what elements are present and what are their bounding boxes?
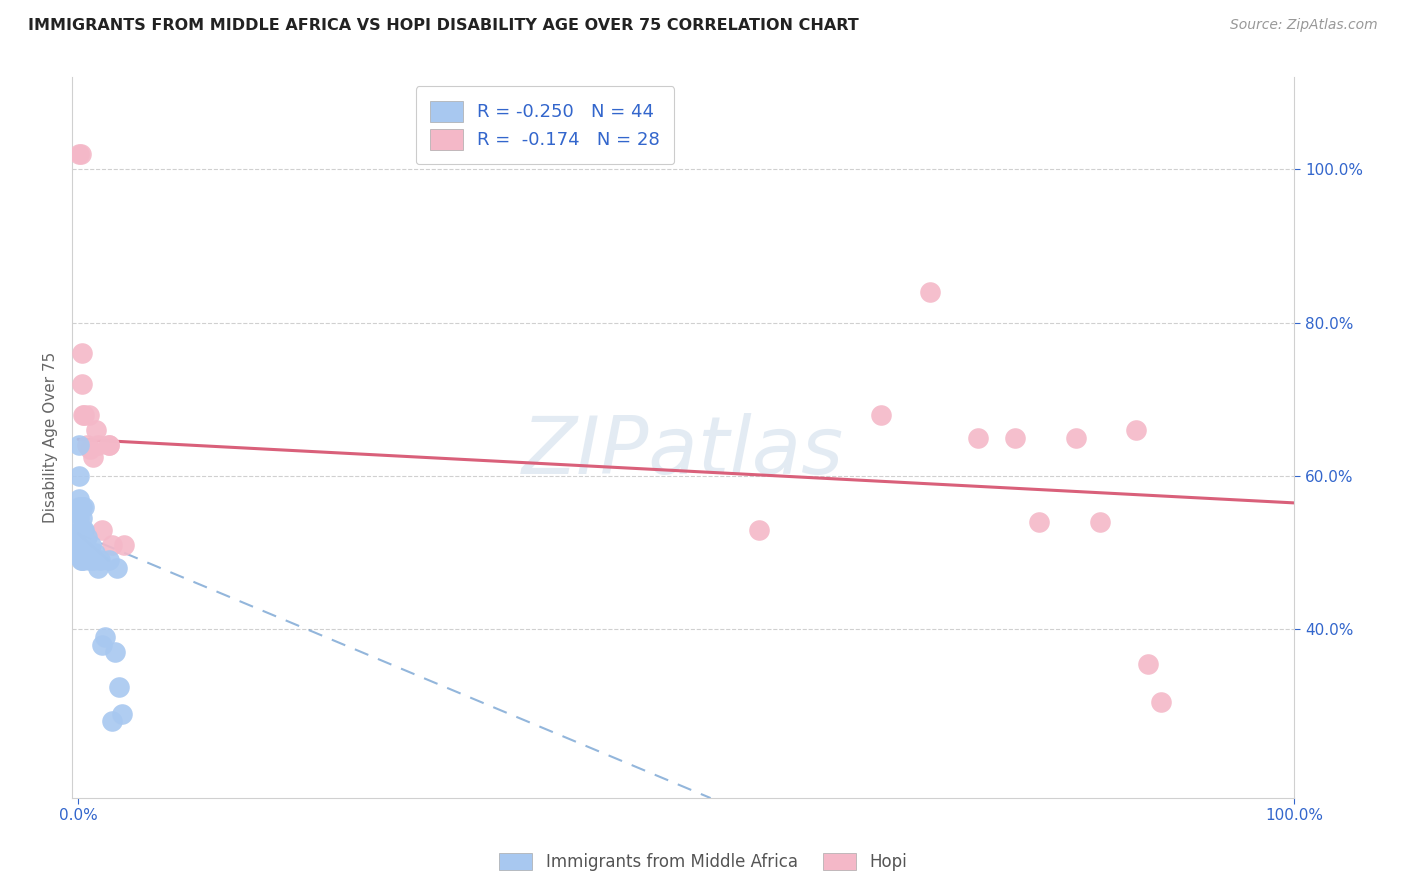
Point xyxy=(101,538,124,552)
Point xyxy=(1028,515,1050,529)
Point xyxy=(1125,423,1147,437)
Point xyxy=(70,523,93,537)
Point xyxy=(112,538,135,552)
Point xyxy=(748,523,770,537)
Point xyxy=(73,500,96,514)
Point xyxy=(67,438,90,452)
Point xyxy=(84,546,107,560)
Point xyxy=(1137,657,1160,671)
Point xyxy=(77,408,100,422)
Point xyxy=(69,523,91,537)
Point xyxy=(86,423,108,437)
Point xyxy=(967,431,990,445)
Point xyxy=(69,534,91,549)
Point xyxy=(67,541,90,556)
Legend: R = -0.250   N = 44, R =  -0.174   N = 28: R = -0.250 N = 44, R = -0.174 N = 28 xyxy=(416,87,675,164)
Legend: Immigrants from Middle Africa, Hopi: Immigrants from Middle Africa, Hopi xyxy=(491,845,915,880)
Point xyxy=(1004,431,1026,445)
Point xyxy=(1150,695,1173,709)
Point xyxy=(70,500,93,514)
Point xyxy=(72,534,94,549)
Point xyxy=(79,546,101,560)
Point xyxy=(86,561,108,575)
Point xyxy=(105,561,128,575)
Point xyxy=(108,680,131,694)
Point xyxy=(70,511,93,525)
Point xyxy=(80,538,103,552)
Point xyxy=(86,438,108,452)
Point xyxy=(70,377,93,392)
Point xyxy=(67,147,90,161)
Point xyxy=(72,553,94,567)
Text: IMMIGRANTS FROM MIDDLE AFRICA VS HOPI DISABILITY AGE OVER 75 CORRELATION CHART: IMMIGRANTS FROM MIDDLE AFRICA VS HOPI DI… xyxy=(28,18,859,33)
Point xyxy=(67,492,90,507)
Text: Source: ZipAtlas.com: Source: ZipAtlas.com xyxy=(1230,18,1378,32)
Point xyxy=(103,645,125,659)
Point xyxy=(73,523,96,537)
Point xyxy=(70,346,93,360)
Point xyxy=(82,553,104,567)
Point xyxy=(70,553,93,567)
Point xyxy=(70,538,93,552)
Point xyxy=(72,408,94,422)
Point xyxy=(870,408,893,422)
Point xyxy=(70,546,93,560)
Point xyxy=(77,553,100,567)
Point xyxy=(69,526,91,541)
Point xyxy=(76,438,98,452)
Point xyxy=(72,523,94,537)
Point xyxy=(67,538,90,552)
Text: ZIPatlas: ZIPatlas xyxy=(522,413,844,491)
Point xyxy=(69,538,91,552)
Point xyxy=(67,511,90,525)
Y-axis label: Disability Age Over 75: Disability Age Over 75 xyxy=(44,352,58,524)
Point xyxy=(101,714,124,729)
Point xyxy=(97,438,120,452)
Point xyxy=(94,630,117,644)
Point xyxy=(97,553,120,567)
Point xyxy=(69,546,91,560)
Point xyxy=(89,553,111,567)
Point xyxy=(79,442,101,457)
Point xyxy=(69,553,91,567)
Point xyxy=(91,638,114,652)
Point xyxy=(918,285,941,299)
Point xyxy=(1064,431,1087,445)
Point xyxy=(75,549,97,564)
Point xyxy=(73,408,96,422)
Point xyxy=(111,706,134,721)
Point xyxy=(67,500,90,514)
Point xyxy=(69,147,91,161)
Point xyxy=(97,438,120,452)
Point xyxy=(82,450,104,464)
Point xyxy=(69,530,91,544)
Point xyxy=(1088,515,1111,529)
Point xyxy=(76,546,98,560)
Point xyxy=(76,530,98,544)
Point xyxy=(70,530,93,544)
Point xyxy=(91,523,114,537)
Point xyxy=(67,469,90,483)
